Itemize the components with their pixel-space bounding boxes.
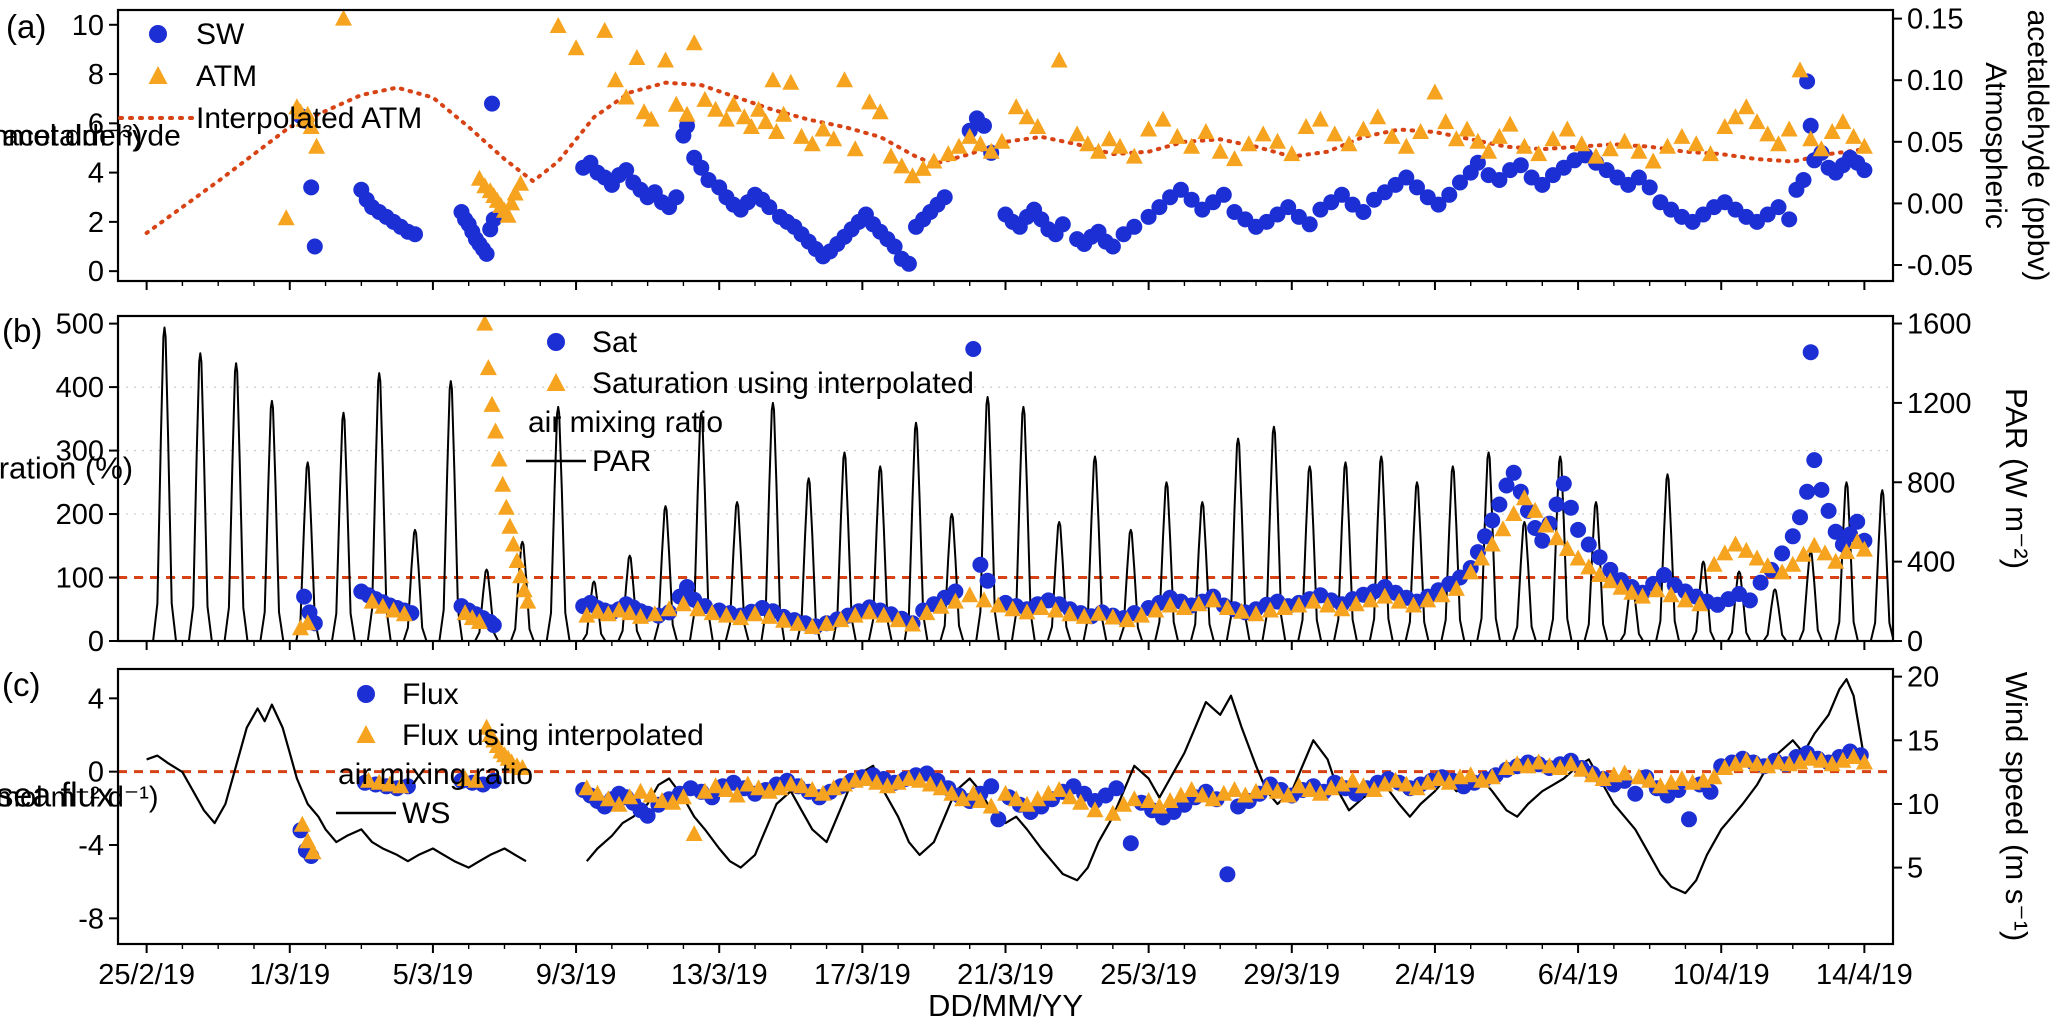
legend-circle-marker [149,25,167,43]
svg-text:4: 4 [88,683,104,715]
svg-text:1600: 1600 [1907,309,1972,341]
x-axis-title: DD/MM/YY [928,988,1083,1023]
svg-text:15: 15 [1907,725,1939,757]
svg-text:6: 6 [88,108,104,140]
svg-text:4: 4 [88,158,104,190]
svg-text:100: 100 [56,563,104,595]
svg-text:29/3/19: 29/3/19 [1243,959,1340,991]
legend-label: Flux using interpolated [402,719,704,752]
svg-text:0.05: 0.05 [1907,127,1963,159]
svg-text:500: 500 [56,309,104,341]
panel-a: 0 2 4 6 8 10 -0.05 0.00 0.05 0.10 0.15 (a) Seawater … [0,4,2054,290]
legend-triangle-marker [356,725,376,743]
series-ws [146,678,1866,895]
panel-frame [116,667,1895,946]
plot-area [144,10,1873,272]
svg-text:400: 400 [56,372,104,404]
legend: Sat Saturation using interpolated air mixi… [526,326,974,478]
legend: SW ATM Interpolated ATM [118,18,422,135]
svg-text:0.15: 0.15 [1907,4,1963,36]
svg-text:0.10: 0.10 [1907,65,1963,97]
left-axis-title: Seawater acetaldehyde [0,120,181,153]
svg-text:300: 300 [56,436,104,468]
svg-text:0: 0 [1907,626,1923,658]
svg-text:10: 10 [1907,789,1939,821]
axes: 0 100 200 300 400 500 0 400 800 1200 1600 [56,309,1972,658]
svg-text:10/4/19: 10/4/19 [1673,959,1770,991]
svg-text:1/3/19: 1/3/19 [249,959,330,991]
svg-text:8: 8 [88,59,104,91]
svg-text:-8: -8 [78,903,104,935]
legend-label: Sat [592,326,638,359]
svg-text:5/3/19: 5/3/19 [393,959,474,991]
series-saturation-using-interpolated-air-mixing-ratio [292,316,1873,636]
svg-text:14/4/19: 14/4/19 [1816,959,1913,991]
right-axis-title: acetaldehyde (ppbv) [2021,10,2054,282]
svg-text:25/3/19: 25/3/19 [1100,959,1197,991]
legend-label: air mixing ratio [528,406,723,439]
panel-b: 0 100 200 300 400 500 0 400 800 1200 1600 (b) Satura… [0,309,2034,658]
panel-letter: (c) [2,666,40,703]
svg-text:200: 200 [56,499,104,531]
svg-text:-4: -4 [78,830,104,862]
svg-text:1200: 1200 [1907,388,1972,420]
series-sat [296,341,1873,635]
legend-label: PAR [592,445,651,478]
plot-area [118,316,1893,641]
series-sw [292,73,1873,272]
svg-text:9/3/19: 9/3/19 [536,959,617,991]
legend-label: air mixing ratio [338,758,533,791]
legend-circle-marker [357,685,375,703]
svg-text:21/3/19: 21/3/19 [957,959,1054,991]
legend-label: SW [196,18,245,51]
svg-text:17/3/19: 17/3/19 [814,959,911,991]
svg-text:0.00: 0.00 [1907,188,1963,220]
series-atm [277,10,1873,226]
svg-text:20: 20 [1907,662,1939,694]
right-axis-title: Wind speed (m s⁻¹) [1999,672,2034,942]
left-axis-title: (nmol dm⁻³) [0,120,142,153]
panel-letter: (a) [6,8,46,45]
left-axis-title: (μmol m⁻² d⁻¹) [0,782,159,814]
svg-text:800: 800 [1907,467,1955,499]
left-axis-title: Air– sea flux [0,777,114,815]
svg-text:0: 0 [88,256,104,288]
panel-c: -8 -4 0 4 5 10 15 20 25/2/19 1/3/19 5/3/19 9/3/19 13… [0,662,2034,991]
svg-text:-0.05: -0.05 [1907,250,1973,282]
legend-circle-marker [547,333,565,351]
left-axis-title: Saturation (%) [0,451,133,486]
series-flux-using-interpolated-air-mixing-ratio [293,718,1873,860]
legend-label: Flux [402,678,459,711]
legend-label: WS [402,797,450,830]
svg-text:6/4/19: 6/4/19 [1538,959,1619,991]
svg-text:25/2/19: 25/2/19 [98,959,195,991]
svg-text:0: 0 [88,757,104,789]
legend: Flux Flux using interpolated air mixing ra… [336,678,704,830]
series-par [152,326,1893,641]
panel-letter: (b) [2,312,42,349]
legend-triangle-marker [546,373,566,391]
legend-label: ATM [196,60,257,93]
right-axis-title: Atmospheric [1979,62,2012,229]
svg-text:2/4/19: 2/4/19 [1395,959,1476,991]
svg-text:0: 0 [88,626,104,658]
svg-text:5: 5 [1907,853,1923,885]
right-axis-title: PAR (W m⁻²) [1999,388,2034,569]
svg-text:2: 2 [88,207,104,239]
axes: 0 2 4 6 8 10 -0.05 0.00 0.05 0.10 0.15 [72,4,1973,290]
plot-area [118,678,1893,895]
svg-text:13/3/19: 13/3/19 [671,959,768,991]
svg-text:10: 10 [72,10,104,42]
legend-label: Interpolated ATM [196,102,422,135]
legend-triangle-marker [148,66,168,84]
legend-label: Saturation using interpolated [592,367,974,400]
svg-text:400: 400 [1907,547,1955,579]
axes: -8 -4 0 4 5 10 15 20 25/2/19 1/3/19 5/3/19 9/3/19 13… [78,662,1939,991]
series-interpolated-atm [144,80,1867,235]
